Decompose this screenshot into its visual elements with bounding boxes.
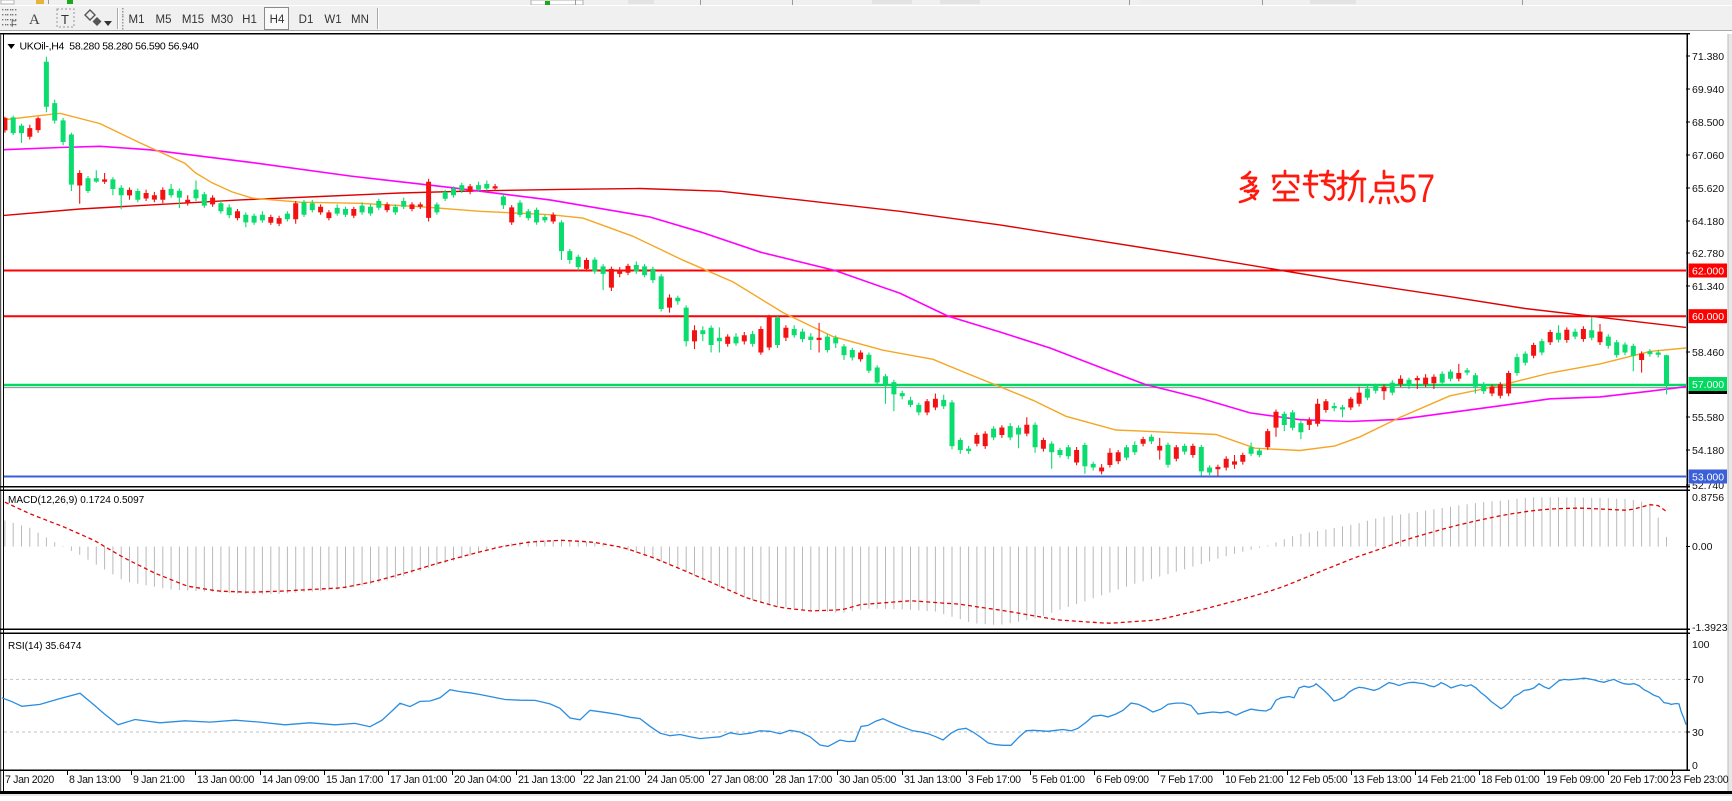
svg-text:27 Jan 08:00: 27 Jan 08:00 xyxy=(711,774,769,786)
svg-text:58.460: 58.460 xyxy=(1692,347,1724,359)
svg-text:F: F xyxy=(11,19,17,29)
svg-text:9 Jan 21:00: 9 Jan 21:00 xyxy=(133,774,185,786)
svg-text:100: 100 xyxy=(1692,639,1710,651)
svg-text:64.180: 64.180 xyxy=(1692,216,1724,228)
svg-text:T: T xyxy=(61,12,69,27)
svg-text:57: 57 xyxy=(1399,167,1435,211)
svg-text:19 Feb 09:00: 19 Feb 09:00 xyxy=(1546,774,1605,786)
svg-text:0.00: 0.00 xyxy=(1692,541,1713,553)
svg-text:20 Feb 17:00: 20 Feb 17:00 xyxy=(1610,774,1669,786)
svg-text:31 Jan 13:00: 31 Jan 13:00 xyxy=(904,774,962,786)
svg-text:71.380: 71.380 xyxy=(1692,51,1724,63)
svg-text:15 Jan 17:00: 15 Jan 17:00 xyxy=(326,774,384,786)
svg-text:23 Feb 23:00: 23 Feb 23:00 xyxy=(1670,774,1729,786)
svg-text:30 Jan 05:00: 30 Jan 05:00 xyxy=(839,774,897,786)
svg-text:13 Jan 00:00: 13 Jan 00:00 xyxy=(197,774,255,786)
svg-text:M30: M30 xyxy=(211,14,233,26)
svg-text:H4: H4 xyxy=(270,14,285,26)
svg-text:30: 30 xyxy=(1692,727,1704,739)
svg-text:6 Feb 09:00: 6 Feb 09:00 xyxy=(1096,774,1149,786)
svg-text:0.8756: 0.8756 xyxy=(1692,492,1724,504)
svg-text:54.180: 54.180 xyxy=(1692,445,1724,457)
svg-text:21 Jan 13:00: 21 Jan 13:00 xyxy=(518,774,576,786)
svg-text:MACD(12,26,9) 0.1724 0.5097: MACD(12,26,9) 0.1724 0.5097 xyxy=(8,495,145,506)
svg-text:8 Jan 13:00: 8 Jan 13:00 xyxy=(69,774,121,786)
svg-text:69.940: 69.940 xyxy=(1692,84,1724,96)
svg-text:18 Feb 01:00: 18 Feb 01:00 xyxy=(1481,774,1540,786)
svg-text:70: 70 xyxy=(1692,674,1704,686)
svg-text:M5: M5 xyxy=(156,14,172,26)
svg-text:3 Feb 17:00: 3 Feb 17:00 xyxy=(968,774,1021,786)
svg-text:-1.3923: -1.3923 xyxy=(1692,622,1728,634)
svg-text:22 Jan 21:00: 22 Jan 21:00 xyxy=(583,774,641,786)
svg-text:65.620: 65.620 xyxy=(1692,183,1724,195)
svg-text:28 Jan 17:00: 28 Jan 17:00 xyxy=(775,774,833,786)
svg-text:61.340: 61.340 xyxy=(1692,281,1724,293)
svg-text:5 Feb 01:00: 5 Feb 01:00 xyxy=(1032,774,1085,786)
svg-text:W1: W1 xyxy=(324,14,341,26)
svg-text:67.060: 67.060 xyxy=(1692,150,1724,162)
svg-text:17 Jan 01:00: 17 Jan 01:00 xyxy=(390,774,448,786)
svg-text:55.580: 55.580 xyxy=(1692,412,1724,424)
svg-text:12 Feb 05:00: 12 Feb 05:00 xyxy=(1289,774,1348,786)
svg-text:M15: M15 xyxy=(182,14,204,26)
svg-text:H1: H1 xyxy=(242,14,257,26)
svg-text:20 Jan 04:00: 20 Jan 04:00 xyxy=(454,774,512,786)
svg-text:10 Feb 21:00: 10 Feb 21:00 xyxy=(1225,774,1284,786)
svg-text:7 Feb 17:00: 7 Feb 17:00 xyxy=(1160,774,1213,786)
svg-text:MN: MN xyxy=(351,14,369,26)
svg-text:A: A xyxy=(29,12,40,28)
svg-text:14 Jan 09:00: 14 Jan 09:00 xyxy=(262,774,320,786)
svg-text:UKOil-,H4 58.280 58.280 56.59: UKOil-,H4 58.280 58.280 56.590 56.940 xyxy=(20,41,199,53)
svg-text:62.000: 62.000 xyxy=(1692,266,1724,278)
svg-text:53.000: 53.000 xyxy=(1692,472,1724,484)
svg-text:62.780: 62.780 xyxy=(1692,248,1724,260)
svg-text:60.000: 60.000 xyxy=(1692,311,1724,323)
svg-text:13 Feb 13:00: 13 Feb 13:00 xyxy=(1353,774,1412,786)
svg-text:14 Feb 21:00: 14 Feb 21:00 xyxy=(1417,774,1476,786)
svg-text:M1: M1 xyxy=(129,14,145,26)
svg-text:0: 0 xyxy=(1692,760,1698,772)
svg-text:D1: D1 xyxy=(299,14,314,26)
svg-text:7 Jan 2020: 7 Jan 2020 xyxy=(5,774,54,786)
svg-text:RSI(14) 35.6474: RSI(14) 35.6474 xyxy=(8,641,82,652)
svg-text:24 Jan 05:00: 24 Jan 05:00 xyxy=(647,774,705,786)
svg-text:68.500: 68.500 xyxy=(1692,117,1724,129)
svg-text:57.000: 57.000 xyxy=(1692,379,1724,391)
